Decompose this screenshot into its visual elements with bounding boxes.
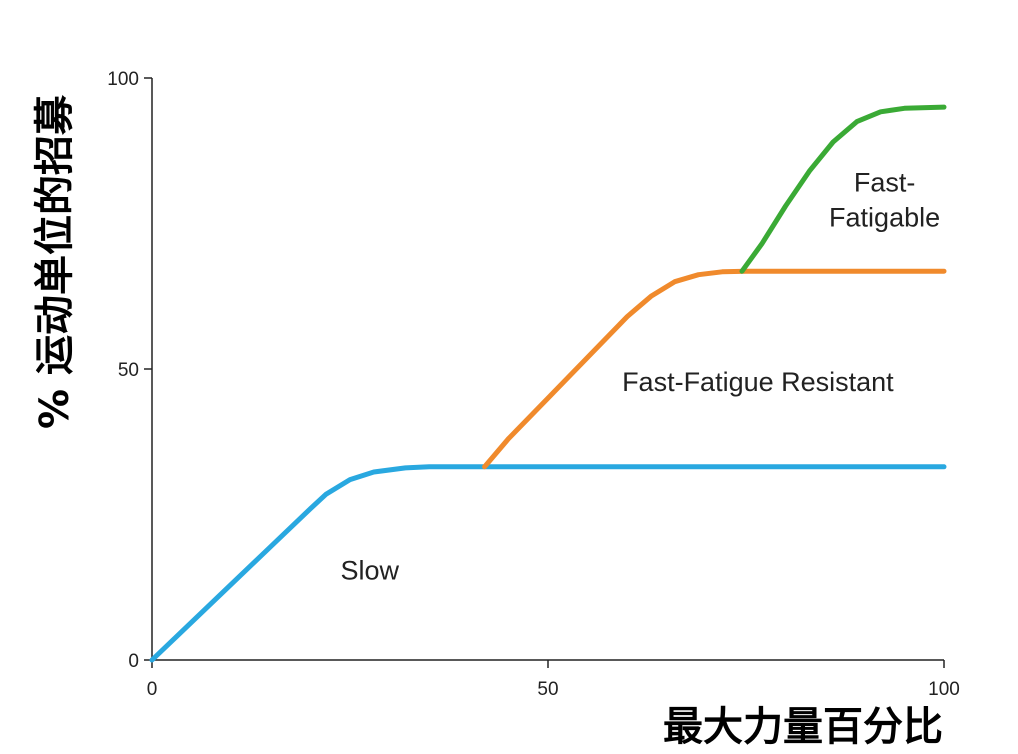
series-line-fast-fatigable [739,104,947,274]
tick-labels: 0 50 100 0 50 100 [107,69,960,700]
annotation-label: Fast-Fatigue Resistant [622,367,894,397]
x-tick-label: 0 [147,679,158,700]
annotation-label: Slow [341,556,400,586]
annotations: Slow Fast-Fatigue Resistant Fast- Fatigable [341,167,941,585]
y-tick-label: 50 [118,360,139,381]
series-line-slow [149,464,947,663]
y-tick-label: 0 [128,651,139,672]
annotation-label: Fatigable [829,202,940,232]
x-axis-title: 最大力量百分比 [663,704,943,750]
x-tick-label: 100 [928,679,960,700]
annotation-label: Fast- [854,167,916,197]
series-line-fast-fatigue-resistant [482,268,947,470]
y-tick-label: 100 [107,69,139,90]
series-lines [149,104,947,663]
y-axis-title: % 运动单位的招募 [32,94,78,429]
x-tick-label: 50 [537,679,558,700]
